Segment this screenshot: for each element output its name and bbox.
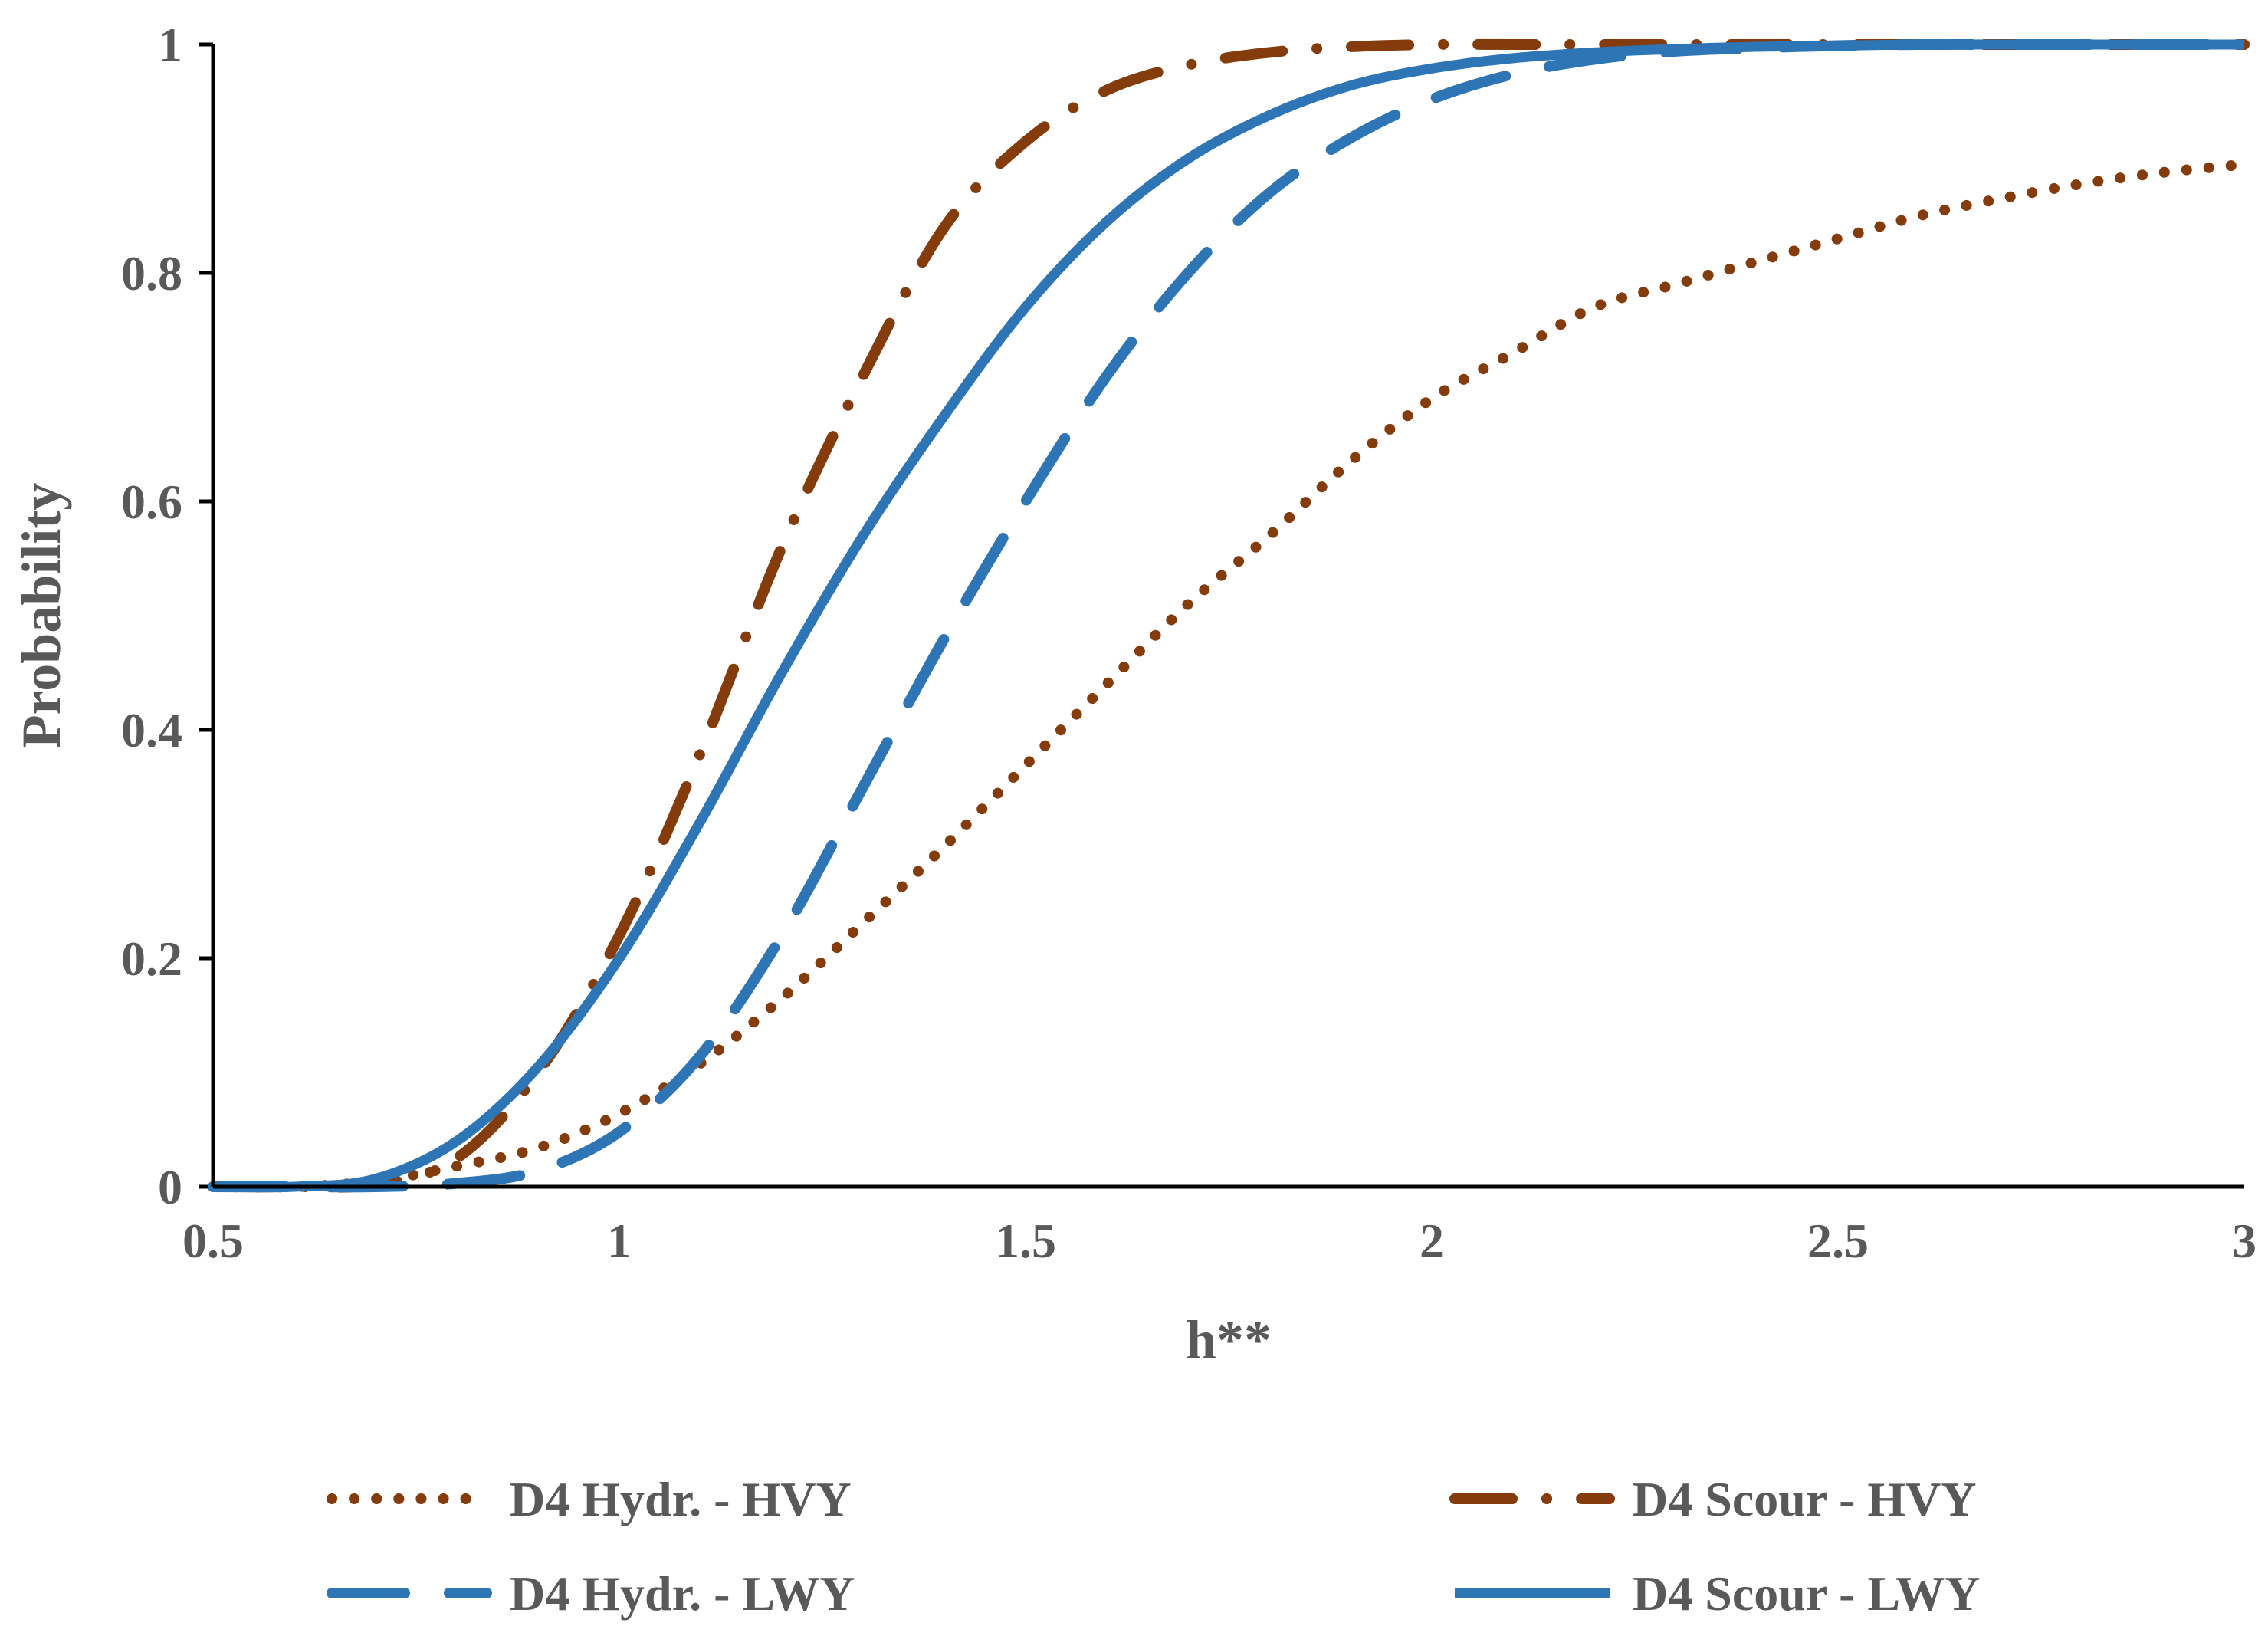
y-tick-labels: 0 0.2 0.4 0.6 0.8 1	[121, 18, 182, 1214]
x-tick-label: 3	[2232, 1214, 2257, 1268]
legend-label-d4-scour-lwy: D4 Scour - LWY	[1633, 1566, 1980, 1621]
series-layer	[208, 38, 2250, 1193]
y-tick-label: 0.2	[121, 931, 182, 986]
series-line-d4-hydr-lwy	[208, 38, 2250, 1193]
y-tick-label: 0.6	[121, 475, 182, 529]
x-tick-labels: 0.5 1 1.5 2 2.5 3	[182, 1214, 2257, 1268]
y-axis-title: Probability	[11, 483, 72, 749]
y-tick-label: 1	[158, 18, 182, 72]
y-tick-marks	[199, 42, 213, 1189]
x-tick-label: 2	[1420, 1214, 1444, 1268]
series-line-d4-hydr-hvy	[208, 159, 2250, 1193]
series-line-d4-scour-lwy	[212, 39, 2244, 1193]
legend-label-d4-hydr-lwy: D4 Hydr. - LWY	[510, 1566, 855, 1621]
legend: D4 Hydr. - HVY D4 Scour - HVY D4 Hydr. - L…	[327, 1472, 1980, 1621]
series-line-d4-scour-hvy	[208, 38, 2250, 1193]
legend-label-d4-scour-hvy: D4 Scour - HVY	[1633, 1472, 1977, 1526]
legend-label-d4-hydr-hvy: D4 Hydr. - HVY	[510, 1472, 852, 1526]
x-tick-label: 1.5	[995, 1214, 1056, 1268]
x-axis-title: h**	[1186, 1309, 1272, 1371]
y-tick-label: 0.8	[121, 246, 182, 301]
x-tick-label: 1	[607, 1214, 632, 1268]
x-tick-label: 2.5	[1807, 1214, 1869, 1268]
y-tick-label: 0	[158, 1160, 182, 1214]
y-tick-label: 0.4	[121, 703, 182, 757]
x-tick-label: 0.5	[182, 1214, 244, 1268]
